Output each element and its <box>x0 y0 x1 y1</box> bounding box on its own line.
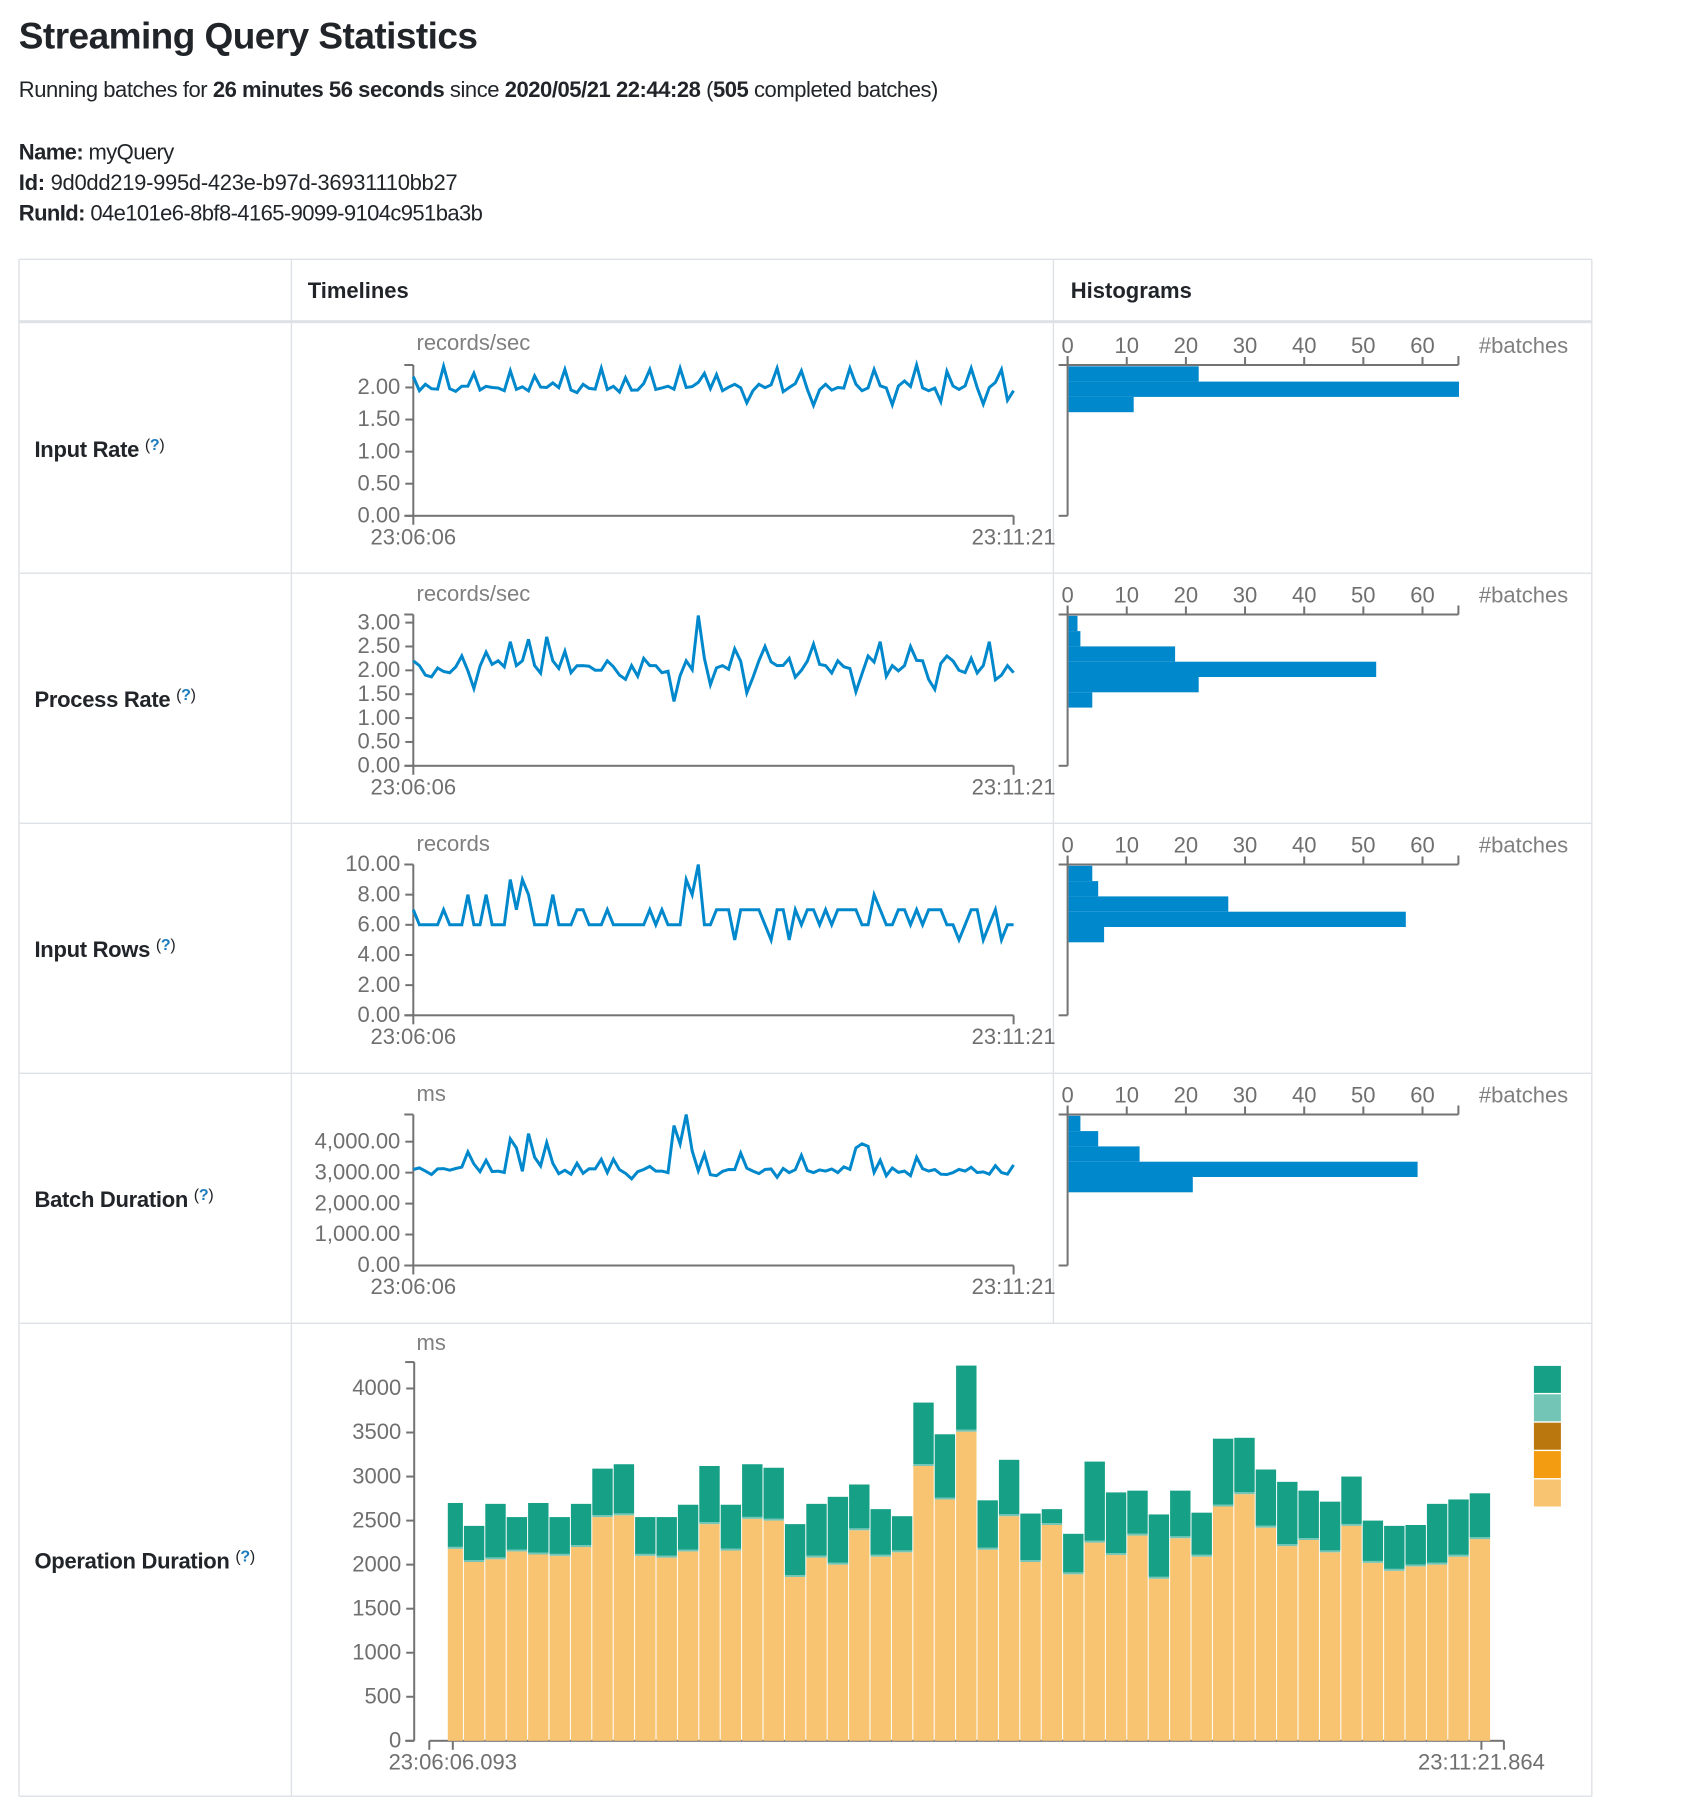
svg-text:23:06:06: 23:06:06 <box>370 774 456 799</box>
svg-text:1.50: 1.50 <box>357 406 400 431</box>
svg-text:Timelines: Timelines <box>308 278 409 303</box>
svg-text:#batches: #batches <box>1479 832 1568 857</box>
svg-text:20: 20 <box>1174 1082 1198 1107</box>
svg-text:#batches: #batches <box>1479 333 1568 358</box>
svg-text:30: 30 <box>1233 582 1257 607</box>
svg-text:4,000.00: 4,000.00 <box>315 1128 401 1153</box>
svg-text:50: 50 <box>1351 582 1375 607</box>
svg-text:2500: 2500 <box>352 1507 401 1532</box>
svg-text:records/sec: records/sec <box>417 581 531 606</box>
svg-text:10: 10 <box>1115 333 1139 358</box>
svg-text:1.00: 1.00 <box>357 438 400 463</box>
svg-text:2.00: 2.00 <box>357 972 400 997</box>
svg-text:0: 0 <box>389 1728 401 1753</box>
svg-text:Streaming Query Statistics: Streaming Query Statistics <box>19 16 478 57</box>
svg-text:60: 60 <box>1410 1082 1434 1107</box>
svg-text:Input Rate (?): Input Rate (?) <box>35 437 165 462</box>
svg-text:10: 10 <box>1115 582 1139 607</box>
svg-text:50: 50 <box>1351 832 1375 857</box>
svg-text:3,000.00: 3,000.00 <box>315 1159 401 1184</box>
svg-text:20: 20 <box>1174 333 1198 358</box>
svg-text:23:11:21: 23:11:21 <box>972 524 1056 549</box>
svg-text:0.00: 0.00 <box>357 1002 400 1027</box>
svg-text:ms: ms <box>417 1330 446 1355</box>
svg-text:Input Rows (?): Input Rows (?) <box>35 937 176 962</box>
svg-text:30: 30 <box>1233 1082 1257 1107</box>
svg-text:RunId: 04e101e6-8bf8-4165-9099: RunId: 04e101e6-8bf8-4165-9099-9104c951b… <box>19 201 483 226</box>
svg-text:10.00: 10.00 <box>345 851 400 876</box>
svg-text:Process Rate (?): Process Rate (?) <box>35 687 196 712</box>
svg-text:500: 500 <box>364 1684 401 1709</box>
svg-text:40: 40 <box>1292 832 1316 857</box>
svg-text:20: 20 <box>1174 582 1198 607</box>
svg-text:Name: myQuery: Name: myQuery <box>19 140 174 165</box>
svg-text:0: 0 <box>1061 1082 1073 1107</box>
svg-text:1000: 1000 <box>352 1639 401 1664</box>
svg-text:0.00: 0.00 <box>357 503 400 528</box>
svg-text:records: records <box>417 831 490 856</box>
svg-text:records/sec: records/sec <box>417 330 531 355</box>
svg-text:60: 60 <box>1410 333 1434 358</box>
svg-text:30: 30 <box>1233 333 1257 358</box>
svg-text:20: 20 <box>1174 832 1198 857</box>
svg-text:Histograms: Histograms <box>1071 278 1192 303</box>
svg-text:0: 0 <box>1061 832 1073 857</box>
svg-text:40: 40 <box>1292 1082 1316 1107</box>
svg-text:23:06:06.093: 23:06:06.093 <box>389 1750 517 1775</box>
svg-text:23:11:21: 23:11:21 <box>972 774 1056 799</box>
svg-text:Operation Duration (?): Operation Duration (?) <box>35 1548 255 1573</box>
svg-text:1.50: 1.50 <box>357 681 400 706</box>
svg-text:Batch Duration (?): Batch Duration (?) <box>35 1187 214 1212</box>
svg-text:Running batches for 26 minutes: Running batches for 26 minutes 56 second… <box>19 77 938 102</box>
svg-text:23:11:21: 23:11:21 <box>972 1274 1056 1299</box>
svg-text:23:11:21.864: 23:11:21.864 <box>1418 1750 1545 1775</box>
svg-text:60: 60 <box>1410 832 1434 857</box>
svg-text:0.50: 0.50 <box>357 729 400 754</box>
svg-text:30: 30 <box>1233 832 1257 857</box>
svg-text:#batches: #batches <box>1479 582 1568 607</box>
svg-text:3.00: 3.00 <box>357 609 400 634</box>
svg-text:4.00: 4.00 <box>357 942 400 967</box>
svg-text:40: 40 <box>1292 333 1316 358</box>
svg-text:2.00: 2.00 <box>357 657 400 682</box>
svg-text:23:06:06: 23:06:06 <box>370 524 456 549</box>
svg-text:1.00: 1.00 <box>357 705 400 730</box>
svg-text:2,000.00: 2,000.00 <box>315 1190 401 1215</box>
svg-text:8.00: 8.00 <box>357 881 400 906</box>
svg-text:3000: 3000 <box>352 1463 401 1488</box>
svg-text:ms: ms <box>417 1081 446 1106</box>
svg-text:10: 10 <box>1115 1082 1139 1107</box>
svg-text:1,000.00: 1,000.00 <box>315 1221 401 1246</box>
svg-text:23:11:21: 23:11:21 <box>972 1024 1056 1049</box>
svg-text:50: 50 <box>1351 333 1375 358</box>
svg-text:1500: 1500 <box>352 1595 401 1620</box>
svg-text:50: 50 <box>1351 1082 1375 1107</box>
svg-text:40: 40 <box>1292 582 1316 607</box>
svg-text:4000: 4000 <box>352 1375 401 1400</box>
svg-text:0.50: 0.50 <box>357 470 400 495</box>
svg-text:2.50: 2.50 <box>357 633 400 658</box>
svg-text:#batches: #batches <box>1479 1082 1568 1107</box>
svg-text:0.00: 0.00 <box>357 1252 400 1277</box>
svg-text:60: 60 <box>1410 582 1434 607</box>
svg-text:3500: 3500 <box>352 1419 401 1444</box>
svg-text:0: 0 <box>1061 582 1073 607</box>
svg-text:0.00: 0.00 <box>357 753 400 778</box>
svg-text:23:06:06: 23:06:06 <box>370 1024 456 1049</box>
svg-text:23:06:06: 23:06:06 <box>370 1274 456 1299</box>
svg-text:Id: 9d0dd219-995d-423e-b97d-36: Id: 9d0dd219-995d-423e-b97d-36931110bb27 <box>19 170 458 195</box>
svg-text:6.00: 6.00 <box>357 912 400 937</box>
svg-text:2000: 2000 <box>352 1551 401 1576</box>
svg-text:2.00: 2.00 <box>357 374 400 399</box>
svg-text:0: 0 <box>1061 333 1073 358</box>
svg-text:10: 10 <box>1115 832 1139 857</box>
